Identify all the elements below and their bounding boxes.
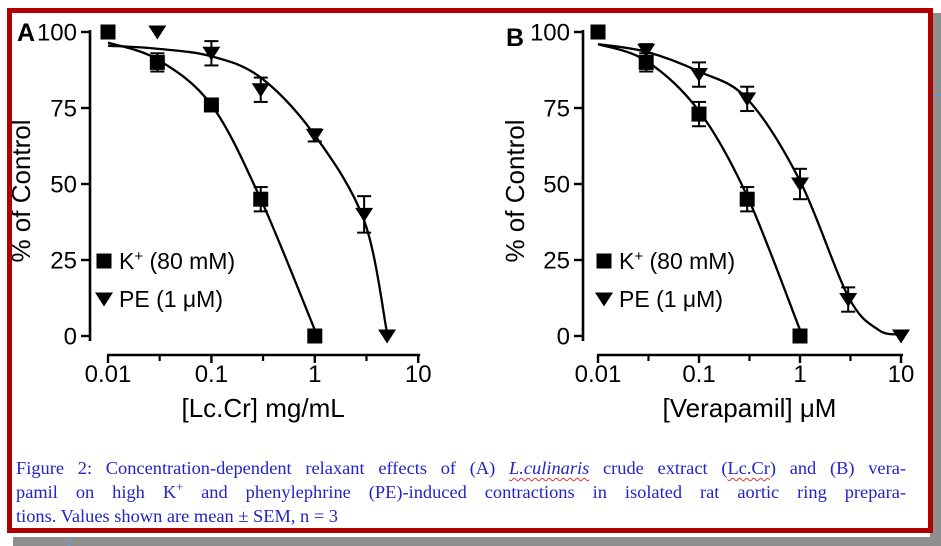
x-tick-label: 0.1 (195, 361, 228, 388)
triangle-down-marker (95, 292, 113, 307)
caption-line-3: tions. Values shown are mean ± SEM, n = … (16, 504, 906, 528)
caption-segment: pamil on high K (16, 482, 177, 502)
square-marker (691, 106, 707, 122)
panel-letter: B (506, 24, 524, 52)
square-marker (596, 253, 612, 269)
fit-curve (597, 43, 902, 336)
caption-segment: tions. Values shown are mean ± SEM, n = … (16, 506, 339, 526)
legend-label: K+ (80 mM) (619, 248, 735, 274)
triangle-down-marker (305, 128, 324, 143)
panel-a-chart: 0 25 50 75 100 0.01 0.1 1 10 [Lc.Cr] mg/mL % of Co… (12, 19, 432, 423)
y-tick-label: 75 (50, 96, 77, 123)
fit-curve (107, 44, 389, 334)
triangle-down-marker (355, 207, 374, 222)
stray-mark-bottom (68, 538, 70, 546)
y-axis-title: % of Control (12, 119, 36, 262)
triangle-down-marker (791, 177, 809, 192)
triangle-down-marker (839, 293, 858, 308)
y-tick-label: 75 (543, 96, 570, 123)
square-marker (96, 253, 112, 269)
y-tick-label: 25 (50, 248, 77, 275)
square-marker (149, 54, 165, 70)
drop-shadow-right (930, 13, 941, 546)
caption-line-2: pamil on high K+ and phenylephrine (PE)-… (16, 480, 906, 504)
x-tick-label: 1 (308, 361, 321, 388)
caption-segment: crude extract ( (589, 458, 728, 478)
triangle-down-marker (637, 43, 656, 58)
caption-segment: Lc.Cr (727, 458, 770, 478)
caption-segment: ) and (B) vera- (769, 458, 906, 478)
triangle-down-marker (738, 92, 757, 107)
y-tick-label: 0 (64, 324, 77, 351)
triangle-down-marker (378, 329, 397, 344)
y-axis-title: % of Control (500, 119, 530, 262)
square-marker (792, 328, 808, 344)
triangle-down-marker (690, 68, 708, 83)
y-tick-label: 50 (543, 172, 570, 199)
stray-mark-right (931, 94, 941, 96)
triangle-down-marker (251, 83, 270, 98)
x-axis-title: [Lc.Cr] mg/mL (181, 393, 344, 423)
square-marker (253, 191, 269, 207)
triangle-down-marker (595, 292, 613, 307)
x-tick-label: 10 (888, 361, 915, 388)
y-tick-label: 25 (543, 248, 570, 275)
x-tick-label: 0.1 (682, 361, 715, 388)
y-tick-label: 50 (50, 172, 77, 199)
x-tick-label: 10 (405, 361, 432, 388)
panel-letter: A (17, 19, 35, 47)
square-marker (307, 328, 323, 344)
square-marker (590, 24, 606, 40)
legend-label: PE (1 μM) (619, 286, 723, 312)
square-marker (739, 191, 755, 207)
x-tick-label: 0.01 (85, 361, 132, 388)
y-tick-label: 100 (530, 20, 570, 47)
square-marker (203, 97, 219, 113)
drop-shadow-bottom (13, 537, 930, 546)
x-tick-label: 0.01 (575, 361, 622, 388)
legend-label: PE (1 μM) (119, 286, 223, 312)
caption-segment: L.culinaris (509, 458, 590, 478)
x-tick-label: 1 (793, 361, 806, 388)
caption-segment: + (176, 479, 184, 494)
y-tick-label: 0 (557, 324, 570, 351)
caption-segment: and phenylephrine (PE)-induced contracti… (183, 482, 906, 502)
legend-label: K+ (80 mM) (119, 248, 235, 274)
y-tick-label: 100 (37, 20, 77, 47)
figure-caption: Figure 2: Concentration-dependent relaxa… (16, 456, 906, 528)
caption-line-1: Figure 2: Concentration-dependent relaxa… (16, 456, 906, 480)
x-axis-title: [Verapamil] μM (663, 393, 837, 423)
triangle-down-marker (148, 25, 167, 40)
triangle-down-marker (202, 46, 221, 61)
square-marker (638, 54, 654, 70)
caption-segment: Figure 2: Concentration-dependent relaxa… (16, 458, 510, 478)
triangle-down-marker (892, 329, 910, 344)
panel-b-chart: 0 25 50 75 100 0.01 0.1 1 10 [Verapamil] μM % of C… (500, 20, 915, 424)
square-marker (100, 24, 116, 40)
